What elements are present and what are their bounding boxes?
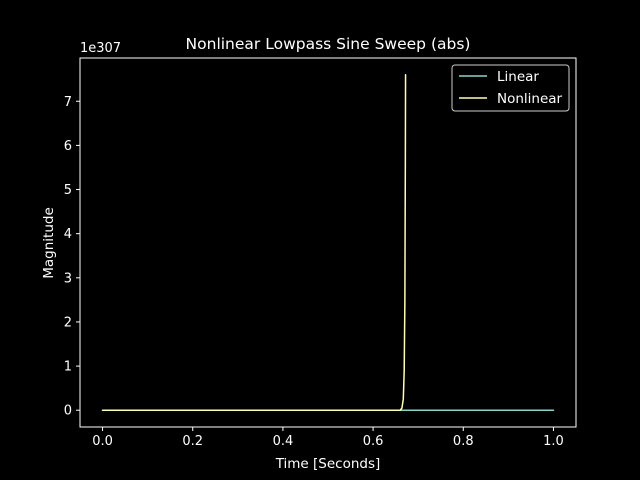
x-tick-label: 0.6 bbox=[363, 434, 384, 449]
x-tick-label: 0.8 bbox=[453, 434, 474, 449]
legend: Linear Nonlinear bbox=[451, 64, 570, 112]
x-axis-label: Time [Seconds] bbox=[275, 456, 381, 472]
y-tick-label: 0 bbox=[64, 404, 72, 419]
series-line-nonlinear bbox=[101, 74, 407, 411]
y-axis-offset-label: 1e307 bbox=[80, 41, 121, 56]
x-tick-label: 0.2 bbox=[182, 434, 203, 449]
x-axis-ticks: 0.0 0.2 0.4 0.6 0.8 1.0 bbox=[92, 427, 564, 449]
y-axis-label: Magnitude bbox=[41, 207, 57, 279]
y-axis-ticks: 0 1 2 3 4 5 6 7 bbox=[64, 95, 80, 419]
legend-label-linear: Linear bbox=[497, 69, 539, 85]
y-tick-label: 5 bbox=[64, 183, 72, 198]
y-tick-label: 4 bbox=[64, 227, 72, 242]
y-tick-label: 7 bbox=[64, 95, 72, 110]
axes-frame bbox=[79, 57, 577, 428]
x-tick-label: 0.0 bbox=[92, 434, 113, 449]
x-tick-label: 1.0 bbox=[543, 434, 564, 449]
y-tick-label: 1 bbox=[64, 360, 72, 375]
y-tick-label: 3 bbox=[64, 271, 72, 286]
x-tick-label: 0.4 bbox=[273, 434, 294, 449]
y-tick-label: 6 bbox=[64, 139, 72, 154]
chart-title: Nonlinear Lowpass Sine Sweep (abs) bbox=[186, 35, 471, 53]
legend-label-nonlinear: Nonlinear bbox=[497, 91, 563, 107]
plot-lines bbox=[101, 74, 555, 411]
y-tick-label: 2 bbox=[64, 315, 72, 330]
